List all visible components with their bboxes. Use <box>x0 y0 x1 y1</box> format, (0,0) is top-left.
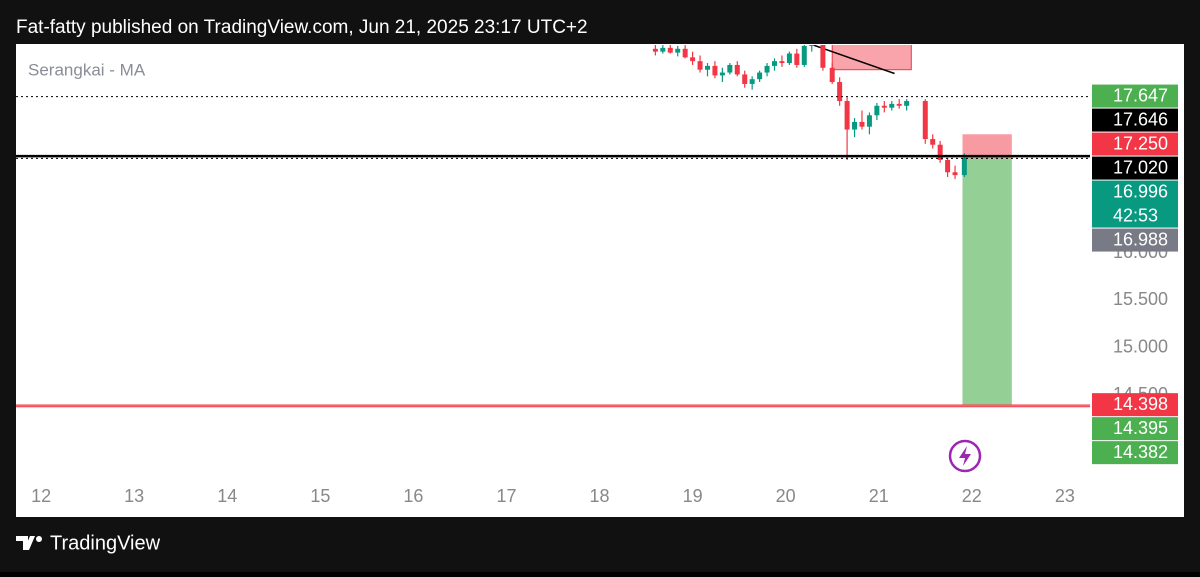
candle-body <box>749 79 755 84</box>
axes: 12 13 14 15 16 17 18 19 20 21 22 2316.00015.50015.0… <box>16 84 1178 506</box>
x-tick-label: 18 <box>590 486 610 506</box>
x-tick-label: 21 <box>869 486 889 506</box>
x-tick-label: 12 <box>31 486 51 506</box>
trendline <box>810 45 895 75</box>
candle-body <box>829 67 835 83</box>
candle-body <box>859 121 865 127</box>
candle-body <box>652 48 658 52</box>
countdown-label: 42:53 <box>1113 205 1158 225</box>
brand-logo <box>16 536 42 550</box>
y-tick-label: 15.000 <box>1113 337 1168 357</box>
price-label-bg <box>1092 393 1178 417</box>
price-label: 16.988 <box>1113 229 1168 249</box>
candle-body <box>852 121 858 130</box>
candle-body <box>660 47 666 52</box>
x-tick-label: 20 <box>776 486 796 506</box>
candle-body <box>794 53 800 65</box>
candle-body <box>667 47 673 53</box>
candle-body <box>837 82 843 102</box>
price-label-bg <box>1092 228 1178 252</box>
candle-body <box>712 65 718 76</box>
price-label-bg <box>1092 417 1178 441</box>
price-label-bg <box>1092 441 1178 465</box>
candle-body <box>801 45 807 65</box>
stop-zone <box>962 134 1012 159</box>
indicator-label: Serangkai - MA <box>28 60 146 79</box>
price-label: 16.996 <box>1113 181 1168 201</box>
candle-body <box>757 72 763 80</box>
price-label-bg <box>1092 84 1178 108</box>
candle-body <box>844 101 850 130</box>
price-label: 14.382 <box>1113 442 1168 462</box>
candle-body <box>727 64 733 73</box>
price-label-bg <box>1092 132 1178 156</box>
target-zone <box>962 158 1012 406</box>
y-tick-label: 15.500 <box>1113 289 1168 309</box>
candle-body <box>809 45 815 46</box>
candle-body <box>690 57 696 62</box>
candle-body <box>675 48 681 53</box>
candle-body <box>922 101 928 140</box>
candle-body <box>889 103 895 108</box>
x-tick-label: 15 <box>310 486 330 506</box>
x-tick-label: 13 <box>124 486 144 506</box>
candle-body <box>945 159 951 173</box>
price-label-bg <box>1092 180 1178 228</box>
x-tick-label: 23 <box>1055 486 1075 506</box>
candle-body <box>961 158 967 176</box>
candle-body <box>937 144 943 160</box>
plot-area <box>652 45 1012 406</box>
candle-body <box>704 65 710 70</box>
price-label: 17.250 <box>1113 133 1168 153</box>
alert-icon <box>948 439 982 473</box>
price-label: 17.646 <box>1113 109 1168 129</box>
candle-body <box>904 101 910 106</box>
candle-body <box>682 48 688 58</box>
brand-name: TradingView <box>50 532 161 554</box>
x-tick-label: 17 <box>496 486 516 506</box>
candle-body <box>881 105 887 108</box>
candle-body <box>786 53 792 64</box>
price-label: 17.020 <box>1113 157 1168 177</box>
price-label: 14.398 <box>1113 394 1168 414</box>
chart-title: Fat-fatty published on TradingView.com, … <box>16 17 588 38</box>
price-label: 17.647 <box>1113 85 1168 105</box>
candle-body <box>866 115 872 127</box>
x-tick-label: 22 <box>962 486 982 506</box>
price-label-bg <box>1092 156 1178 180</box>
candle-body <box>772 61 778 66</box>
candle-body <box>820 45 826 68</box>
candle-body <box>697 61 703 70</box>
x-tick-label: 14 <box>217 486 237 506</box>
x-tick-label: 16 <box>403 486 423 506</box>
candle-body <box>764 65 770 73</box>
price-label-bg <box>1092 108 1178 132</box>
candle-body <box>896 103 902 106</box>
x-tick-label: 19 <box>683 486 703 506</box>
candle-body <box>779 61 785 64</box>
candle-body <box>734 64 740 75</box>
candle-body <box>742 74 748 84</box>
candle-body <box>874 105 880 116</box>
candle-body <box>952 172 958 176</box>
candle-body <box>930 139 936 145</box>
price-label: 14.395 <box>1113 418 1168 438</box>
candle-body <box>719 72 725 76</box>
